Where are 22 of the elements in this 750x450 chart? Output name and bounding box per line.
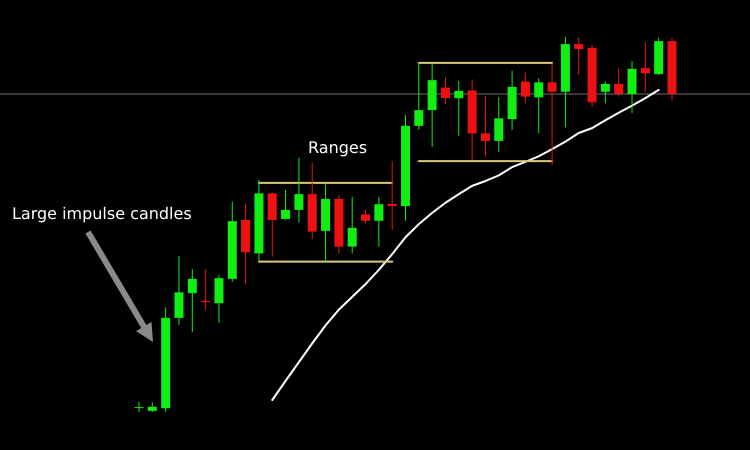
- candlestick: [294, 157, 304, 224]
- candlestick: [548, 62, 557, 166]
- candlestick: [520, 72, 530, 104]
- candlestick: [600, 81, 610, 104]
- candlestick: [534, 78, 544, 134]
- candlestick: [134, 401, 144, 412]
- candlestick: [188, 268, 197, 333]
- candlestick: [374, 196, 384, 248]
- candlestick: [454, 80, 464, 136]
- candlestick: [440, 76, 450, 105]
- candlestick: [614, 68, 624, 98]
- candlestick: [361, 209, 370, 224]
- candlestick: [480, 95, 490, 158]
- candlestick: [494, 96, 504, 152]
- annotation: Large impulse candles: [12, 204, 192, 223]
- candlestick: [281, 190, 290, 220]
- candlestick: [148, 402, 157, 412]
- annotation: Ranges: [308, 138, 368, 157]
- candlestick: [640, 42, 650, 92]
- candlestick: [414, 62, 424, 130]
- candlestick: [348, 196, 357, 254]
- candlestick: [574, 36, 584, 76]
